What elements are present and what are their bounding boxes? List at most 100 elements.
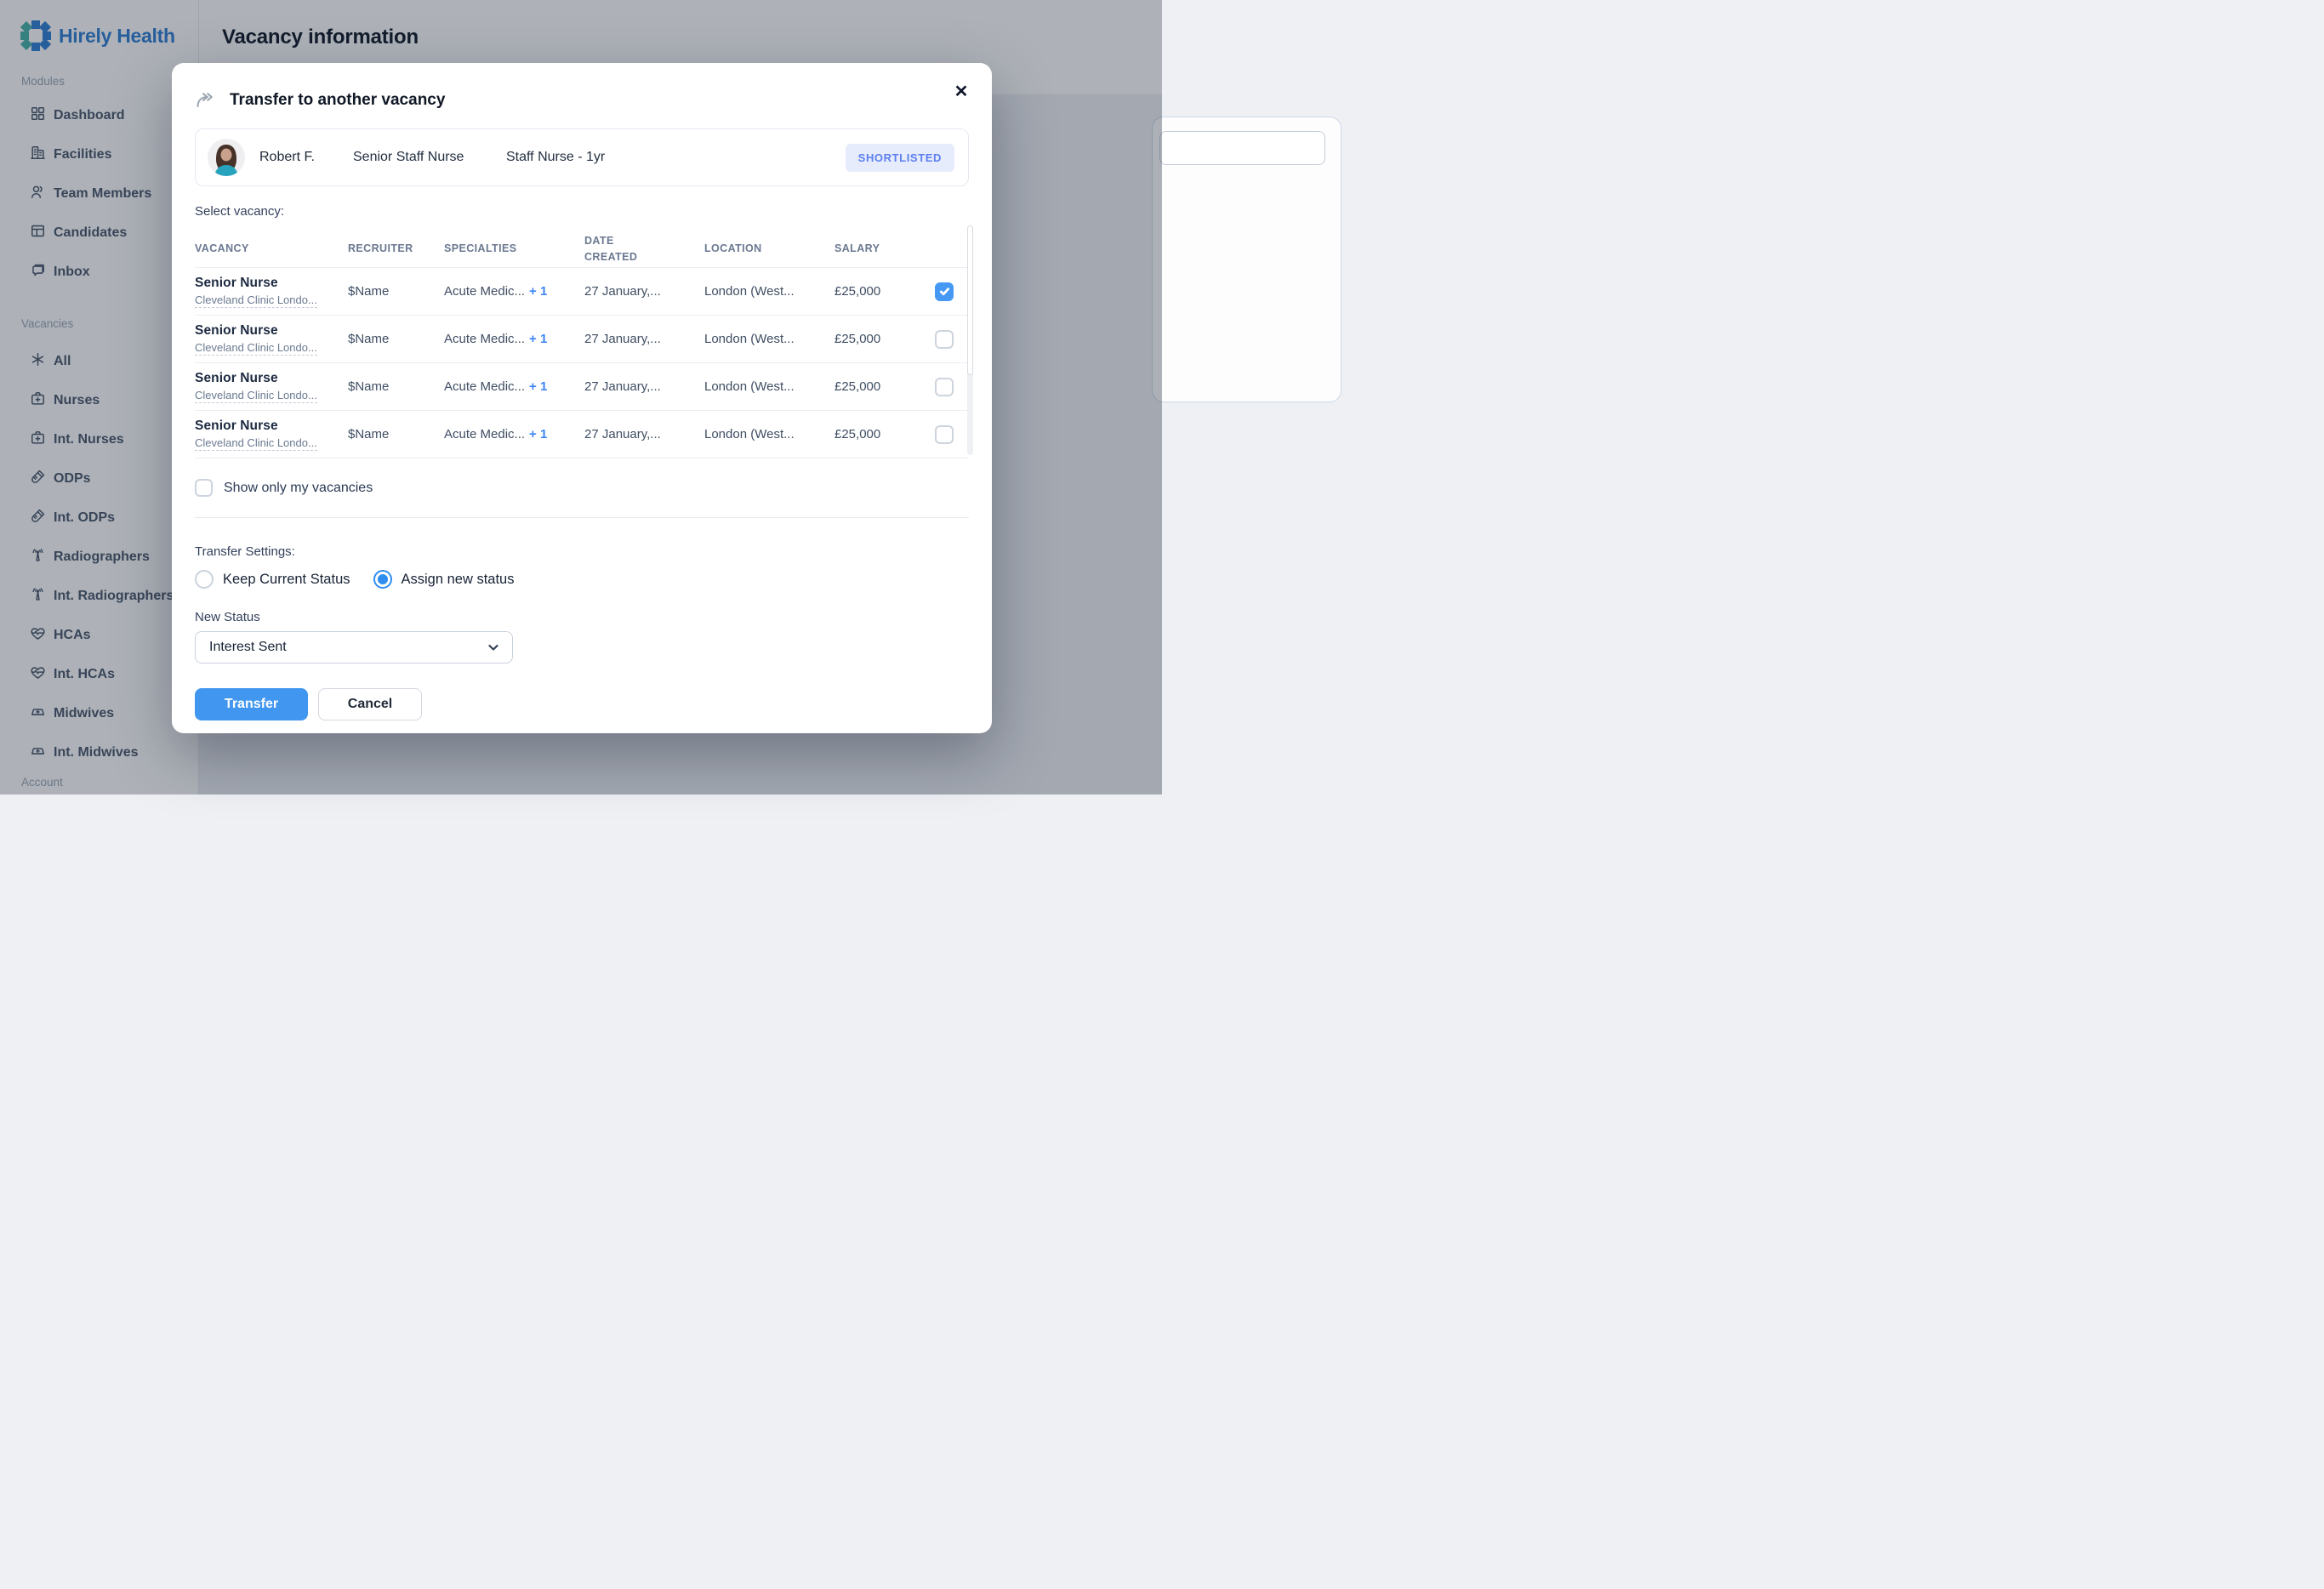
radiographer-icon [30,547,46,567]
nurses-icon [30,430,46,450]
sidebar-item-int-midwives[interactable]: Int. Midwives [0,733,198,772]
vacancy-title: Senior Nurse [195,418,278,433]
nurses-icon [30,390,46,411]
column-header-location: LOCATION [704,242,762,255]
sidebar: Hirely Health Modules Dashboard Faciliti… [0,0,199,794]
new-status-value: Interest Sent [209,640,287,654]
sidebar-item-nurses[interactable]: Nurses [0,381,198,420]
sidebar-item-odps[interactable]: ODPs [0,459,198,498]
status-badge: SHORTLISTED [845,143,954,172]
specialties-more-link[interactable]: + 1 [529,332,548,346]
table-row[interactable]: Senior Nurse Cleveland Clinic Londo... $… [195,268,969,316]
row-checkbox[interactable] [935,377,954,396]
column-header-recruiter: RECRUITER [348,242,413,255]
show-only-label: Show only my vacancies [224,480,373,495]
specialties-cell: Acute Medic... + 1 [444,427,548,441]
candidate-current-vacancy: Staff Nurse - 1yr [506,150,606,164]
specialties-cell: Acute Medic... + 1 [444,284,548,299]
candidate-name: Robert F. [259,150,315,164]
recruiter-cell: $Name [348,332,390,346]
modal-title: Transfer to another vacancy [230,91,446,109]
vacancy-title: Senior Nurse [195,322,278,338]
salary-cell: £25,000 [834,379,881,394]
candidate-card: Robert F. Senior Staff Nurse Staff Nurse… [195,128,969,186]
sidebar-item-hcas[interactable]: HCAs [0,616,198,655]
new-status-select[interactable]: Interest Sent [195,631,513,664]
transfer-arrow-icon [197,93,213,107]
row-checkbox-checked[interactable] [935,282,954,301]
show-only-my-vacancies-checkbox[interactable]: Show only my vacancies [195,479,969,497]
specialties-cell: Acute Medic... + 1 [444,332,548,346]
new-status-label: New Status [195,610,260,624]
sidebar-item-int-radiographers[interactable]: Int. Radiographers [0,577,198,616]
sidebar-section-account: Account [21,776,63,789]
brand-logo[interactable]: Hirely Health [20,19,198,53]
location-cell: London (West... [704,332,795,346]
sidebar-item-dashboard[interactable]: Dashboard [0,96,198,135]
radio-assign-new-status[interactable]: Assign new status [373,570,514,589]
location-cell: London (West... [704,284,795,299]
odp-icon [30,508,46,528]
vacancy-title: Senior Nurse [195,275,278,290]
sidebar-item-int-hcas[interactable]: Int. HCAs [0,655,198,694]
transfer-settings-label: Transfer Settings: [195,544,295,559]
date-created-cell: 27 January,... [584,332,661,346]
salary-cell: £25,000 [834,284,881,299]
inbox-icon [30,262,46,282]
column-header-salary: SALARY [834,242,880,255]
specialties-more-link[interactable]: + 1 [529,427,548,441]
row-checkbox[interactable] [935,424,954,444]
column-header-date-created: DATE CREATED [584,235,638,263]
checkbox-icon[interactable] [195,479,213,497]
sidebar-item-int-nurses[interactable]: Int. Nurses [0,420,198,459]
sidebar-item-facilities[interactable]: Facilities [0,135,198,174]
recruiter-cell: $Name [348,379,390,394]
sidebar-section-modules: Modules [21,75,66,88]
cancel-button[interactable]: Cancel [318,688,422,720]
radio-keep-current-status[interactable]: Keep Current Status [195,570,350,589]
recruiter-cell: $Name [348,284,390,299]
sidebar-item-radiographers[interactable]: Radiographers [0,538,198,577]
sidebar-item-inbox[interactable]: Inbox [0,253,198,292]
sidebar-item-midwives[interactable]: Midwives [0,694,198,733]
sidebar-item-team-members[interactable]: Team Members [0,174,198,214]
location-cell: London (West... [704,427,795,441]
radiographer-icon [30,586,46,607]
table-row[interactable]: Senior Nurse Cleveland Clinic Londo... $… [195,363,969,411]
table-row[interactable]: Senior Nurse Cleveland Clinic Londo... $… [195,316,969,363]
location-cell: London (West... [704,379,795,394]
hca-icon [30,625,46,646]
vacancy-facility: Cleveland Clinic Londo... [195,293,317,308]
midwife-icon [30,743,46,763]
recruiter-cell: $Name [348,427,390,441]
background-input [1159,131,1325,165]
transfer-settings-radios: Keep Current Status Assign new status [195,570,969,589]
specialties-more-link[interactable]: + 1 [529,284,548,299]
dashboard-icon [30,105,46,126]
close-icon[interactable]: ✕ [949,80,973,104]
specialties-more-link[interactable]: + 1 [529,379,548,394]
hca-icon [30,664,46,685]
scrollbar-track[interactable] [967,225,973,455]
all-icon [30,351,46,372]
midwife-icon [30,703,46,724]
facilities-icon [30,145,46,165]
column-header-vacancy: VACANCY [195,242,249,255]
transfer-button[interactable]: Transfer [195,688,308,720]
sidebar-item-int-odps[interactable]: Int. ODPs [0,498,198,538]
column-header-specialties: SPECIALTIES [444,242,517,255]
row-checkbox[interactable] [935,329,954,349]
candidate-avatar [208,139,245,176]
divider [195,517,969,518]
team-members-icon [30,184,46,204]
brand-name: Hirely Health [59,24,175,47]
modal-header: Transfer to another vacancy ✕ [195,83,969,117]
radio-selected-icon[interactable] [373,570,392,589]
scrollbar-thumb[interactable] [967,225,973,375]
table-row[interactable]: Senior Nurse Cleveland Clinic Londo... $… [195,411,969,458]
page-title: Vacancy information [222,26,419,48]
salary-cell: £25,000 [834,332,881,346]
sidebar-item-all[interactable]: All [0,342,198,381]
sidebar-item-candidates[interactable]: Candidates [0,214,198,253]
radio-unselected-icon[interactable] [195,570,214,589]
